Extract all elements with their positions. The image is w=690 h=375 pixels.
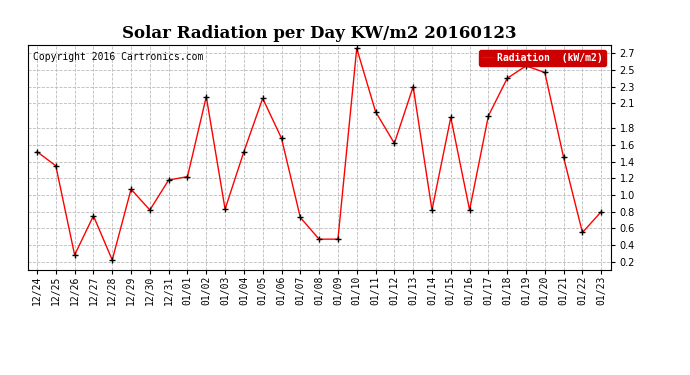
Title: Solar Radiation per Day KW/m2 20160123: Solar Radiation per Day KW/m2 20160123 [122,25,516,42]
Text: Copyright 2016 Cartronics.com: Copyright 2016 Cartronics.com [33,52,204,62]
Legend: Radiation  (kW/m2): Radiation (kW/m2) [479,50,606,66]
